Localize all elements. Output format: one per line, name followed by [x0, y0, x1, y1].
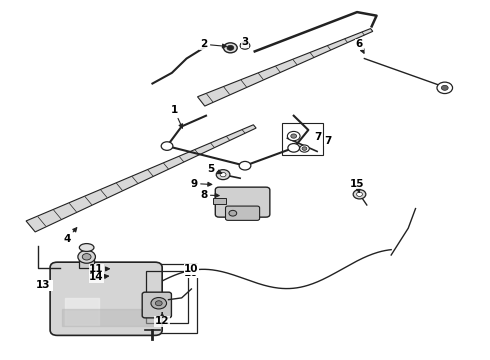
Polygon shape [197, 28, 373, 106]
Text: 1: 1 [171, 105, 183, 128]
Polygon shape [26, 125, 256, 232]
Bar [53, 264, 197, 333]
Text: 2: 2 [200, 39, 226, 49]
Text: 10: 10 [184, 264, 198, 274]
Text: 11: 11 [89, 264, 109, 274]
Ellipse shape [79, 244, 94, 251]
Polygon shape [62, 309, 155, 327]
Text: 15: 15 [350, 179, 364, 193]
Circle shape [240, 42, 250, 49]
Circle shape [288, 131, 300, 141]
Text: 7: 7 [324, 136, 332, 146]
Text: 9: 9 [190, 179, 212, 189]
Text: 7: 7 [315, 132, 322, 142]
FancyBboxPatch shape [50, 262, 162, 336]
Circle shape [357, 192, 363, 197]
Circle shape [227, 45, 234, 50]
Text: 12: 12 [155, 313, 170, 326]
Polygon shape [65, 298, 99, 325]
Text: 13: 13 [36, 280, 50, 291]
Circle shape [151, 297, 167, 309]
Text: 4: 4 [64, 228, 77, 244]
Circle shape [288, 144, 299, 152]
Circle shape [353, 190, 366, 199]
Circle shape [291, 134, 296, 138]
Bar [79, 257, 94, 267]
Text: 3: 3 [241, 37, 248, 48]
Text: 10: 10 [184, 268, 198, 278]
Text: 6: 6 [356, 39, 364, 53]
Circle shape [302, 147, 307, 150]
Circle shape [220, 172, 226, 177]
Circle shape [441, 85, 448, 90]
Text: 5: 5 [207, 164, 222, 174]
Circle shape [161, 142, 173, 150]
Circle shape [78, 250, 96, 263]
Text: 13: 13 [38, 280, 52, 291]
Circle shape [223, 43, 237, 53]
FancyBboxPatch shape [142, 292, 172, 318]
FancyBboxPatch shape [215, 187, 270, 217]
Bar [146, 271, 188, 323]
Circle shape [437, 82, 453, 94]
Bar [282, 123, 323, 155]
Bar [213, 198, 225, 203]
Circle shape [239, 161, 251, 170]
Circle shape [155, 301, 162, 306]
Circle shape [82, 253, 91, 260]
Text: 8: 8 [200, 190, 219, 200]
Text: 14: 14 [89, 272, 108, 282]
Circle shape [299, 145, 309, 152]
Circle shape [229, 210, 237, 216]
Circle shape [216, 170, 230, 180]
FancyBboxPatch shape [225, 206, 260, 220]
